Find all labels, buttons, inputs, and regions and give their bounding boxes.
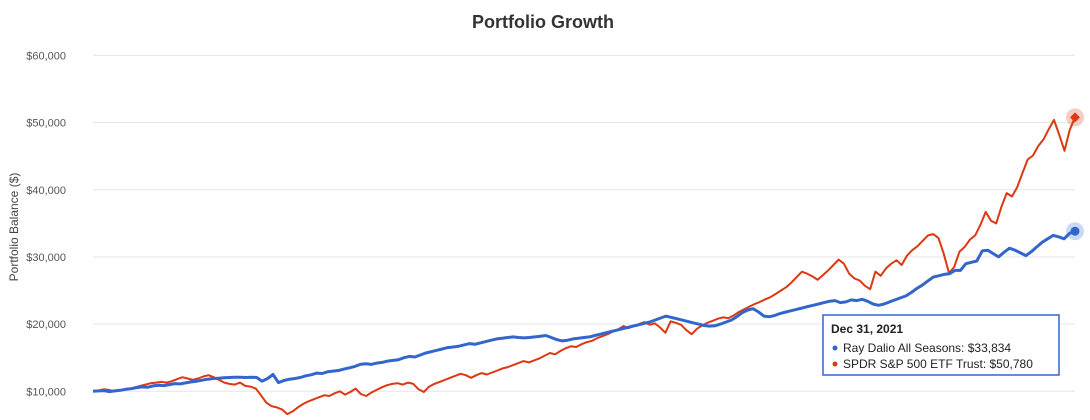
y-tick-label: $60,000 <box>26 50 66 62</box>
tooltip-row-ray-dalio: Ray Dalio All Seasons: $33,834 <box>843 341 1011 355</box>
y-tick-label: $20,000 <box>26 319 66 331</box>
hover-tooltip: Dec 31, 2021 Ray Dalio All Seasons: $33,… <box>822 314 1060 376</box>
y-tick-label: $50,000 <box>26 118 66 130</box>
series-line-ray-dalio <box>92 229 1076 394</box>
tooltip-row-spdr: SPDR S&P 500 ETF Trust: $50,780 <box>843 357 1033 371</box>
tooltip-series-marker-ray-dalio <box>832 345 838 351</box>
series-end-markers[interactable] <box>1066 108 1084 241</box>
series-lines <box>92 117 1076 416</box>
series-line-spdr <box>92 117 1076 416</box>
y-tick-label: $10,000 <box>26 386 66 398</box>
y-gridlines <box>93 54 1075 392</box>
tooltip-date: Dec 31, 2021 <box>831 322 903 336</box>
tooltip-box <box>822 314 1060 376</box>
y-tick-label: $40,000 <box>26 185 66 197</box>
y-axis-label: Portfolio Balance ($) <box>7 173 21 282</box>
y-tick-label: $30,000 <box>26 252 66 264</box>
tooltip-series-marker-spdr <box>832 361 838 367</box>
chart-title: Portfolio Growth <box>472 12 614 32</box>
end-marker-spdr[interactable] <box>1070 112 1080 123</box>
y-tick-labels: $10,000 $20,000 $30,000 $40,000 $50,000 $60,0… <box>26 50 66 398</box>
end-marker-ray-dalio[interactable] <box>1070 226 1080 236</box>
